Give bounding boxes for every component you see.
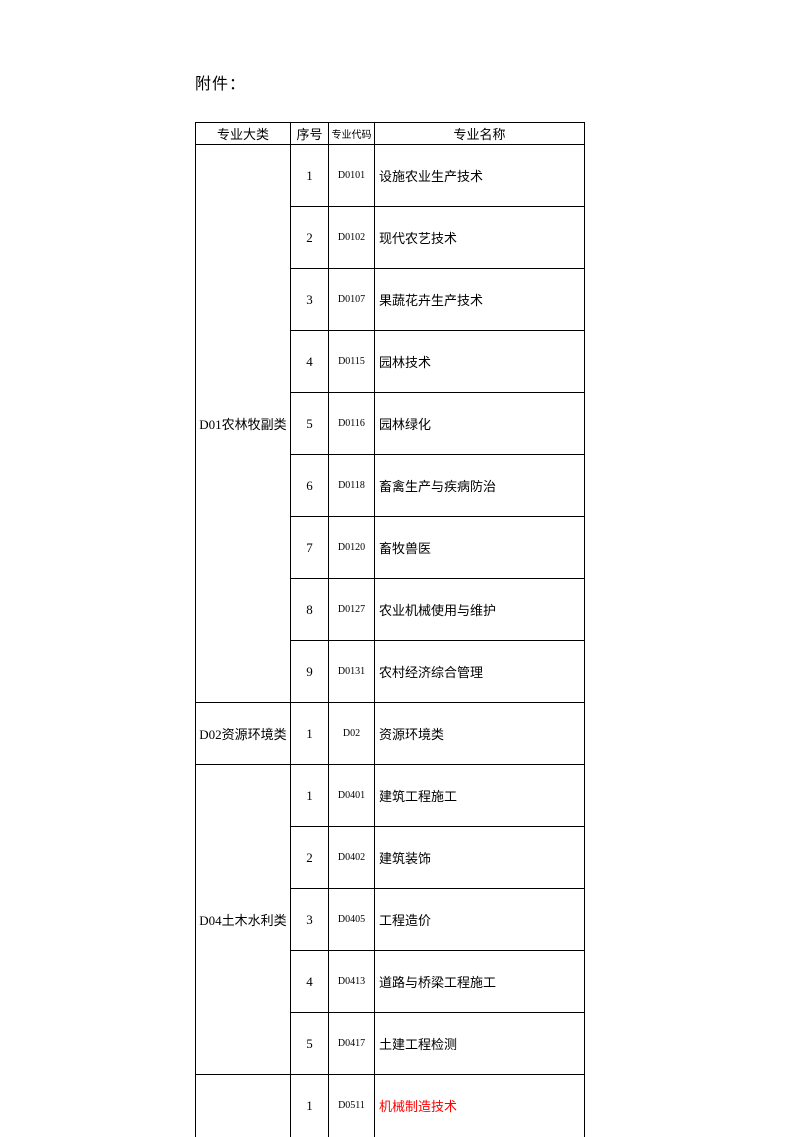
cell-code: D0401 (329, 765, 375, 827)
table-row: D01农林牧副类1D0101设施农业生产技术 (196, 145, 585, 207)
cell-code: D0107 (329, 269, 375, 331)
cell-seq: 1 (291, 145, 329, 207)
cell-name: 现代农艺技术 (375, 207, 585, 269)
cell-name: 园林绿化 (375, 393, 585, 455)
table-row: 1D0511机械制造技术 (196, 1075, 585, 1137)
cell-code: D0417 (329, 1013, 375, 1075)
cell-name: 农业机械使用与维护 (375, 579, 585, 641)
cell-code: D0102 (329, 207, 375, 269)
cell-code: D0101 (329, 145, 375, 207)
cell-seq: 1 (291, 703, 329, 765)
cell-seq: 7 (291, 517, 329, 579)
cell-code: D0127 (329, 579, 375, 641)
cell-category: D04土木水利类 (196, 765, 291, 1075)
attachment-label: 附件： (195, 70, 698, 94)
table-header-row: 专业大类 序号 专业代码 专业名称 (196, 123, 585, 145)
cell-seq: 3 (291, 889, 329, 951)
cell-category: D02资源环境类 (196, 703, 291, 765)
cell-name: 工程造价 (375, 889, 585, 951)
cell-code: D0120 (329, 517, 375, 579)
cell-code: D0511 (329, 1075, 375, 1137)
cell-name: 建筑工程施工 (375, 765, 585, 827)
table-row: D04土木水利类1D0401建筑工程施工 (196, 765, 585, 827)
cell-category (196, 1075, 291, 1137)
cell-seq: 8 (291, 579, 329, 641)
cell-seq: 4 (291, 951, 329, 1013)
cell-name: 机械制造技术 (375, 1075, 585, 1137)
cell-name: 设施农业生产技术 (375, 145, 585, 207)
cell-category: D01农林牧副类 (196, 145, 291, 703)
cell-seq: 2 (291, 827, 329, 889)
major-table: 专业大类 序号 专业代码 专业名称 D01农林牧副类1D0101设施农业生产技术… (195, 122, 585, 1137)
cell-code: D0115 (329, 331, 375, 393)
cell-code: D0116 (329, 393, 375, 455)
cell-seq: 3 (291, 269, 329, 331)
cell-seq: 6 (291, 455, 329, 517)
cell-name: 农村经济综合管理 (375, 641, 585, 703)
header-name: 专业名称 (375, 123, 585, 145)
cell-code: D0402 (329, 827, 375, 889)
cell-name: 土建工程检测 (375, 1013, 585, 1075)
cell-seq: 5 (291, 393, 329, 455)
cell-name: 建筑装饰 (375, 827, 585, 889)
cell-code: D0405 (329, 889, 375, 951)
header-code: 专业代码 (329, 123, 375, 145)
header-category: 专业大类 (196, 123, 291, 145)
cell-name: 道路与桥梁工程施工 (375, 951, 585, 1013)
cell-seq: 5 (291, 1013, 329, 1075)
cell-seq: 9 (291, 641, 329, 703)
cell-name: 资源环境类 (375, 703, 585, 765)
cell-name: 果蔬花卉生产技术 (375, 269, 585, 331)
cell-name: 畜禽生产与疾病防治 (375, 455, 585, 517)
cell-code: D0413 (329, 951, 375, 1013)
cell-seq: 1 (291, 1075, 329, 1137)
cell-code: D0131 (329, 641, 375, 703)
header-seq: 序号 (291, 123, 329, 145)
cell-name: 园林技术 (375, 331, 585, 393)
table-row: D02资源环境类1D02资源环境类 (196, 703, 585, 765)
cell-code: D02 (329, 703, 375, 765)
cell-seq: 4 (291, 331, 329, 393)
cell-seq: 1 (291, 765, 329, 827)
cell-seq: 2 (291, 207, 329, 269)
cell-code: D0118 (329, 455, 375, 517)
cell-name: 畜牧兽医 (375, 517, 585, 579)
